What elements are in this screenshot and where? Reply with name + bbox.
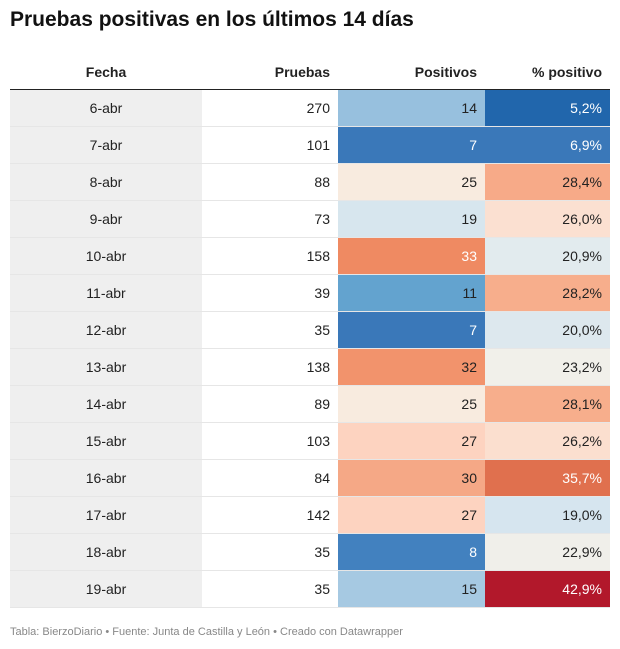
cell-positivos: 15 — [338, 570, 485, 608]
cell-fecha: 10-abr — [10, 237, 202, 275]
table-row: 17-abr 142 27 19,0% — [10, 496, 610, 534]
cell-pct-positivo: 20,0% — [485, 311, 610, 349]
cell-positivos: 27 — [338, 422, 485, 460]
cell-pruebas: 158 — [202, 237, 338, 275]
column-header-pct-positivo: % positivo — [485, 55, 610, 90]
cell-fecha: 7-abr — [10, 126, 202, 164]
cell-pct-positivo: 19,0% — [485, 496, 610, 534]
cell-pct-positivo: 26,2% — [485, 422, 610, 460]
data-table: Fecha Pruebas Positivos % positivo 6-abr… — [10, 55, 610, 608]
cell-pruebas: 88 — [202, 163, 338, 201]
cell-pruebas: 89 — [202, 385, 338, 423]
cell-pct-positivo: 6,9% — [485, 126, 610, 164]
cell-pct-positivo: 42,9% — [485, 570, 610, 608]
cell-pct-positivo: 5,2% — [485, 89, 610, 127]
cell-fecha: 12-abr — [10, 311, 202, 349]
cell-pruebas: 103 — [202, 422, 338, 460]
cell-fecha: 19-abr — [10, 570, 202, 608]
cell-positivos: 14 — [338, 89, 485, 127]
cell-pct-positivo: 22,9% — [485, 533, 610, 571]
cell-pruebas: 84 — [202, 459, 338, 497]
cell-pruebas: 39 — [202, 274, 338, 312]
table-row: 18-abr 35 8 22,9% — [10, 533, 610, 571]
table-row: 15-abr 103 27 26,2% — [10, 422, 610, 460]
table-row: 12-abr 35 7 20,0% — [10, 311, 610, 349]
column-header-positivos: Positivos — [338, 55, 485, 90]
cell-pct-positivo: 28,2% — [485, 274, 610, 312]
cell-fecha: 14-abr — [10, 385, 202, 423]
cell-pct-positivo: 26,0% — [485, 200, 610, 238]
cell-fecha: 6-abr — [10, 89, 202, 127]
cell-fecha: 16-abr — [10, 459, 202, 497]
cell-positivos: 25 — [338, 163, 485, 201]
cell-positivos: 32 — [338, 348, 485, 386]
cell-fecha: 11-abr — [10, 274, 202, 312]
cell-pruebas: 138 — [202, 348, 338, 386]
cell-positivos: 11 — [338, 274, 485, 312]
cell-pct-positivo: 28,4% — [485, 163, 610, 201]
cell-positivos: 8 — [338, 533, 485, 571]
cell-positivos: 19 — [338, 200, 485, 238]
cell-pct-positivo: 23,2% — [485, 348, 610, 386]
cell-positivos: 7 — [338, 126, 485, 164]
cell-positivos: 33 — [338, 237, 485, 275]
cell-fecha: 18-abr — [10, 533, 202, 571]
cell-positivos: 30 — [338, 459, 485, 497]
cell-pruebas: 35 — [202, 570, 338, 608]
cell-pct-positivo: 20,9% — [485, 237, 610, 275]
table-row: 19-abr 35 15 42,9% — [10, 570, 610, 608]
cell-pruebas: 142 — [202, 496, 338, 534]
table-row: 10-abr 158 33 20,9% — [10, 237, 610, 275]
column-header-fecha: Fecha — [10, 55, 202, 90]
cell-positivos: 25 — [338, 385, 485, 423]
source-footer: Tabla: BierzoDiario • Fuente: Junta de C… — [10, 626, 403, 638]
cell-pruebas: 35 — [202, 533, 338, 571]
table-row: 14-abr 89 25 28,1% — [10, 385, 610, 423]
table-row: 16-abr 84 30 35,7% — [10, 459, 610, 497]
cell-fecha: 17-abr — [10, 496, 202, 534]
page-title: Pruebas positivas en los últimos 14 días — [10, 8, 414, 31]
cell-fecha: 15-abr — [10, 422, 202, 460]
cell-fecha: 13-abr — [10, 348, 202, 386]
cell-positivos: 7 — [338, 311, 485, 349]
cell-fecha: 8-abr — [10, 163, 202, 201]
table-body: 6-abr 270 14 5,2% 7-abr 101 7 6,9% 8-abr 88 25 28,4… — [10, 89, 610, 608]
cell-positivos: 27 — [338, 496, 485, 534]
table-header-row: Fecha Pruebas Positivos % positivo — [10, 55, 610, 90]
cell-pct-positivo: 28,1% — [485, 385, 610, 423]
table-row: 8-abr 88 25 28,4% — [10, 163, 610, 201]
cell-pruebas: 35 — [202, 311, 338, 349]
table-row: 6-abr 270 14 5,2% — [10, 89, 610, 127]
cell-pruebas: 270 — [202, 89, 338, 127]
cell-pruebas: 101 — [202, 126, 338, 164]
table-row: 9-abr 73 19 26,0% — [10, 200, 610, 238]
cell-fecha: 9-abr — [10, 200, 202, 238]
table-row: 7-abr 101 7 6,9% — [10, 126, 610, 164]
table-row: 11-abr 39 11 28,2% — [10, 274, 610, 312]
cell-pruebas: 73 — [202, 200, 338, 238]
table-row: 13-abr 138 32 23,2% — [10, 348, 610, 386]
cell-pct-positivo: 35,7% — [485, 459, 610, 497]
column-header-pruebas: Pruebas — [202, 55, 338, 90]
